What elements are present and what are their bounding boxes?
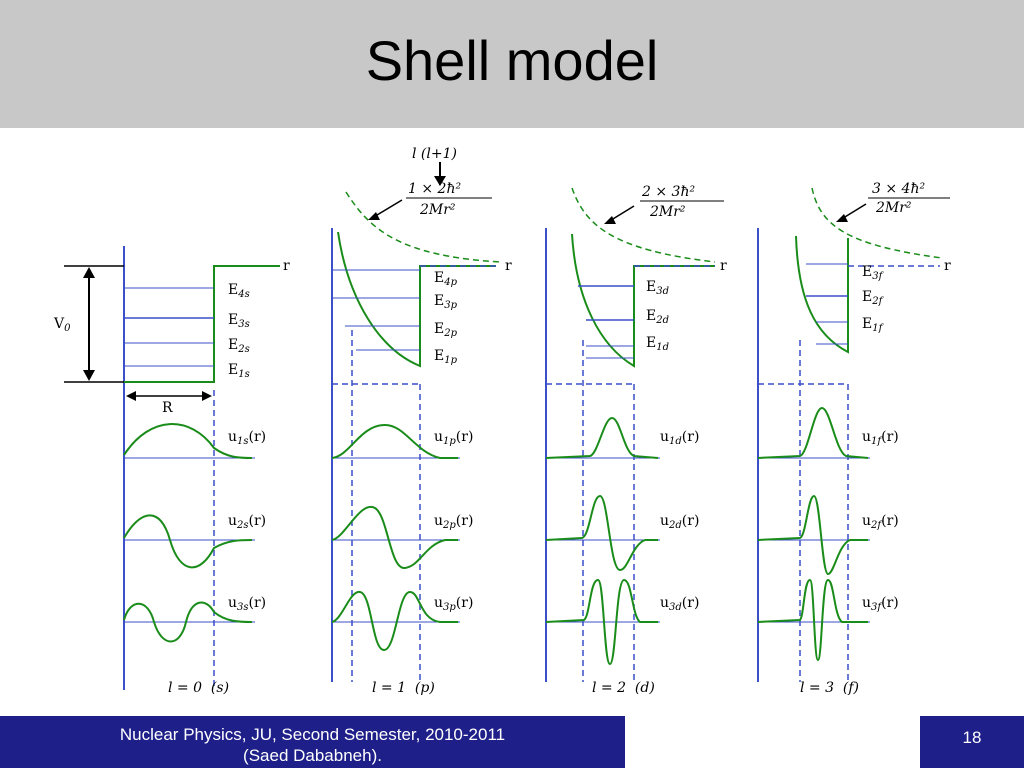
energy-label-2p: E2p: [434, 321, 458, 339]
axis-r-label: r: [505, 258, 512, 274]
wavefunction-label-u1s: u1s(r): [228, 429, 266, 447]
wavefunction-label-u2p: u2p(r): [434, 513, 473, 531]
wavefunction-label-u2d: u2d(r): [660, 513, 699, 531]
energy-label-3s: E3s: [228, 312, 250, 330]
energy-label-1d: E1d: [646, 335, 669, 353]
wavefunction-label-u3f: u3f(r): [862, 595, 899, 613]
axis-r-label: r: [283, 258, 290, 274]
wavefunction-u3p: [331, 590, 458, 652]
pointer-arrow-head: [836, 214, 848, 222]
wavefunction-u1s: [123, 423, 253, 459]
centrifugal-barrier-dashed: [571, 187, 716, 263]
radius-arrow-head-left: [126, 391, 136, 401]
pointer-arrow-head: [368, 212, 380, 220]
wavefunction-label-u1p: u1p(r): [434, 429, 473, 447]
centrifugal-numerator: 3 × 4ħ²: [872, 181, 925, 197]
wavefunction-u2f: [757, 494, 868, 576]
square-well: [124, 265, 280, 383]
wavefunction-u3f: [757, 578, 868, 662]
wavefunction-u3s: [123, 601, 253, 643]
pointer-arrow-head: [604, 216, 616, 224]
footer-line-1: Nuclear Physics, JU, Second Semester, 20…: [119, 725, 506, 744]
energy-label-1s: E1s: [228, 362, 250, 380]
column-caption-p: l = 1 (p): [372, 680, 435, 696]
energy-label-1p: E1p: [434, 348, 458, 366]
energy-label-2f: E2f: [862, 289, 885, 307]
column-caption-d: l = 2 (d): [592, 680, 655, 696]
wavefunction-u3d: [545, 578, 658, 666]
column-caption-s: l = 0 (s): [168, 680, 229, 696]
effective-potential: [795, 235, 849, 354]
energy-label-1f: E1f: [862, 316, 885, 334]
wavefunction-u2p: [331, 505, 458, 569]
energy-label-2d: E2d: [646, 308, 669, 326]
wavefunction-label-u3s: u3s(r): [228, 595, 266, 613]
wavefunction-u1d: [545, 416, 659, 459]
axis-r-label: r: [720, 258, 727, 274]
column-d: r E3d E2d E1d 2 × 3ħ² 2Mr² u1d(r) u2d(r)…: [545, 184, 727, 696]
radius-label: R: [162, 400, 173, 416]
effective-potential: [337, 231, 496, 368]
title-bar: Shell model: [0, 0, 1024, 128]
column-f: r E3f E2f E1f 3 × 4ħ² 2Mr² u1f(r) u2f(r)…: [757, 181, 951, 696]
centrifugal-denominator: 2Mr²: [649, 204, 686, 220]
wavefunction-label-u2f: u2f(r): [862, 513, 899, 531]
energy-label-2s: E2s: [228, 337, 250, 355]
energy-label-3p: E3p: [434, 293, 458, 311]
centrifugal-denominator: 2Mr²: [419, 202, 456, 218]
radius-arrow-head-right: [202, 391, 212, 401]
depth-label: V0: [53, 316, 71, 334]
column-caption-f: l = 3 (f): [800, 680, 859, 696]
centrifugal-numerator: 2 × 3ħ²: [641, 184, 695, 200]
column-p: r E4p E3p E2p E1p 1 × 2ħ² 2Mr² u1p(r) u2…: [331, 181, 512, 696]
wavefunction-label-u3d: u3d(r): [660, 595, 699, 613]
centrifugal-numerator: 1 × 2ħ²: [408, 181, 461, 197]
slide-title: Shell model: [365, 29, 659, 92]
wavefunction-u1f: [757, 406, 869, 459]
top-label: l (l+1): [412, 146, 457, 162]
energy-label-4p: E4p: [434, 270, 458, 288]
wavefunction-label-u1d: u1d(r): [660, 429, 699, 447]
centrifugal-barrier-dashed: [811, 187, 943, 259]
depth-arrow-head-down: [83, 370, 95, 381]
energy-label-3f: E3f: [862, 264, 885, 282]
footer-course-info: Nuclear Physics, JU, Second Semester, 20…: [0, 716, 625, 768]
wavefunction-u2s: [123, 514, 253, 569]
centrifugal-denominator: 2Mr²: [875, 200, 912, 216]
energy-label-3d: E3d: [646, 279, 669, 297]
column-s: r E4s E3s E2s E1s V0 R u1s(r) u2s(r) u3s…: [53, 246, 290, 696]
depth-arrow-head-up: [83, 267, 95, 278]
effective-potential: [571, 233, 715, 368]
wavefunction-label-u2s: u2s(r): [228, 513, 266, 531]
wavefunction-label-u3p: u3p(r): [434, 595, 473, 613]
wavefunction-u1p: [331, 423, 458, 459]
wavefunction-u2d: [545, 494, 658, 572]
shell-model-diagram: l (l+1) r E4s E3s E2s E1s V0 R: [53, 146, 951, 696]
wavefunction-label-u1f: u1f(r): [862, 429, 899, 447]
centrifugal-barrier-dashed: [345, 191, 501, 263]
energy-label-4s: E4s: [228, 282, 250, 300]
footer-line-2: (Saed Dababneh).: [243, 746, 382, 765]
page-number: 18: [920, 716, 1024, 768]
axis-r-label: r: [944, 258, 951, 274]
top-arrow-head: [434, 176, 446, 186]
